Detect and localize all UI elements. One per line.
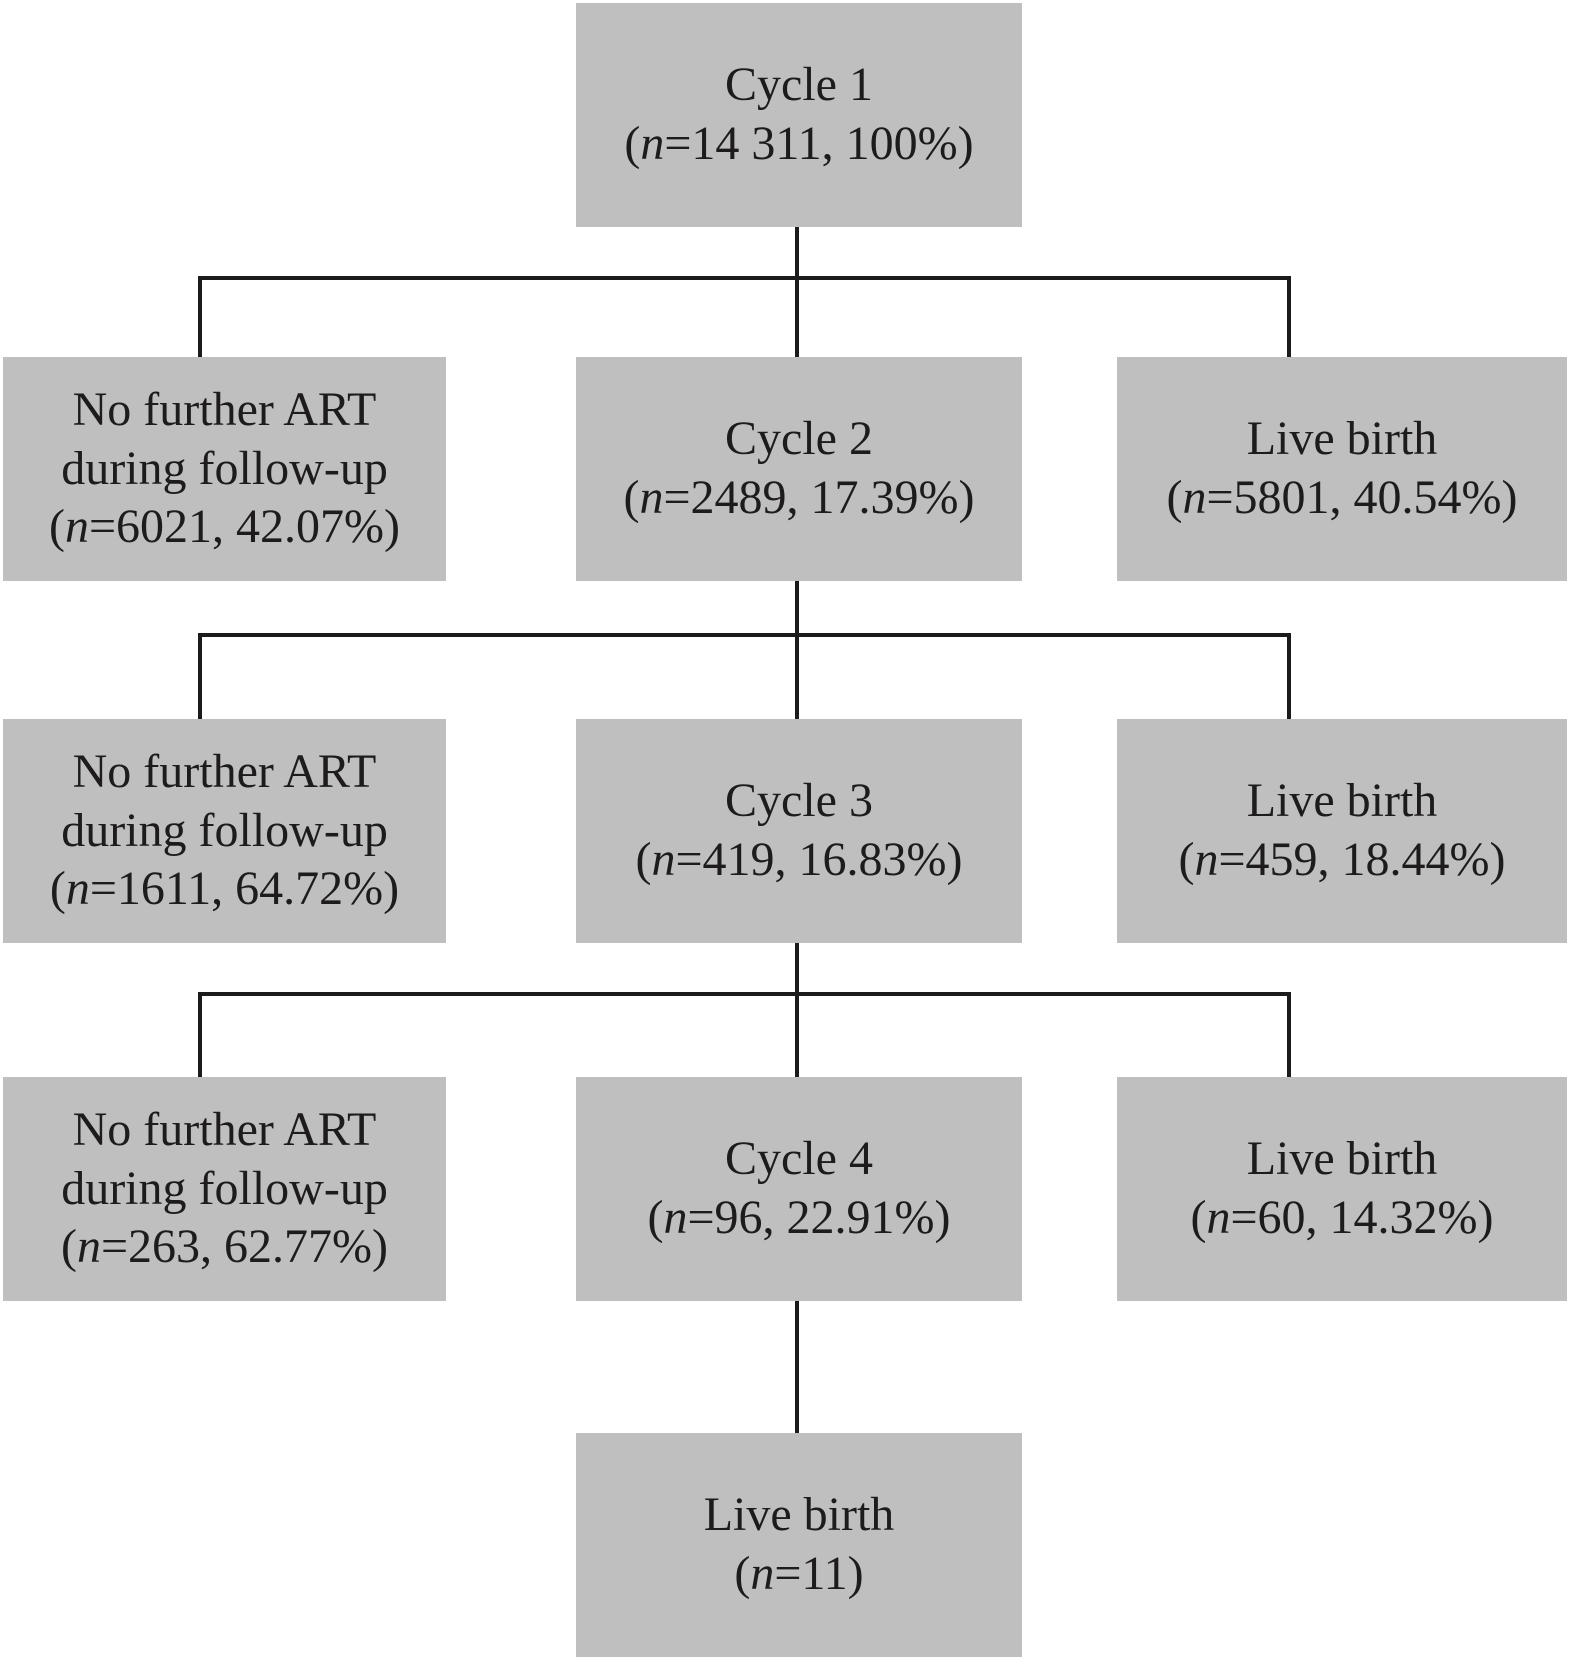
node-title: No further ART xyxy=(72,383,377,437)
node-title: Cycle 4 xyxy=(725,1132,873,1186)
connector-level3-right-stub xyxy=(1287,992,1291,1077)
stat-value: =459, 18.44%) xyxy=(1218,833,1506,886)
node-stat: (n=6021, 42.07%) xyxy=(49,498,400,557)
node-cycle-1: Cycle 1 (n=14 311, 100%) xyxy=(576,3,1022,227)
node-title: No further ART xyxy=(72,1103,377,1157)
node-live-birth-2: Live birth (n=459, 18.44%) xyxy=(1117,719,1567,943)
stat-value: =263, 62.77%) xyxy=(100,1220,389,1274)
node-stat: (n=5801, 40.54%) xyxy=(1166,469,1517,528)
connector-level2-horizontal xyxy=(198,633,1291,637)
node-title-line2: during follow-up xyxy=(61,803,388,857)
stat-paren: ( xyxy=(1178,833,1195,886)
stat-value: =5801, 40.54%) xyxy=(1206,471,1518,524)
stat-value: =2489, 17.39%) xyxy=(663,471,975,524)
connector-level1-right-stub xyxy=(1287,276,1291,357)
stat-paren: ( xyxy=(624,117,641,170)
stat-value: =11) xyxy=(774,1547,864,1600)
stat-n-symbol: n xyxy=(651,833,676,886)
node-cycle-3: Cycle 3 (n=419, 16.83%) xyxy=(576,719,1022,943)
connector-cycle1-cycle2-vertical xyxy=(795,227,799,357)
node-title: Live birth xyxy=(1246,774,1438,828)
stat-n-symbol: n xyxy=(1206,1191,1231,1244)
stat-n-symbol: n xyxy=(64,500,89,554)
stat-n-symbol: n xyxy=(640,117,665,170)
connector-level2-right-stub xyxy=(1287,633,1291,719)
stat-paren: ( xyxy=(60,1220,77,1274)
node-title: Cycle 2 xyxy=(725,412,873,466)
node-title: No further ART xyxy=(72,745,377,799)
stat-paren: ( xyxy=(734,1547,751,1600)
node-live-birth-3: Live birth (n=60, 14.32%) xyxy=(1117,1077,1567,1301)
node-stat: (n=11) xyxy=(734,1545,863,1604)
stat-paren: ( xyxy=(623,471,640,524)
stat-n-symbol: n xyxy=(750,1547,775,1600)
connector-level3-horizontal xyxy=(198,992,1291,996)
connector-level1-left-stub xyxy=(198,276,202,357)
stat-n-symbol: n xyxy=(65,862,90,916)
node-title: Cycle 3 xyxy=(725,774,873,828)
node-title: Live birth xyxy=(703,1488,895,1542)
node-no-further-art-3: No further ART during follow-up (n=263, … xyxy=(3,1077,446,1301)
stat-value: =6021, 42.07%) xyxy=(88,500,401,554)
stat-value: =1611, 64.72%) xyxy=(89,862,400,916)
stat-n-symbol: n xyxy=(1182,471,1207,524)
node-live-birth-1: Live birth (n=5801, 40.54%) xyxy=(1117,357,1567,581)
stat-paren: ( xyxy=(647,1191,664,1244)
connector-level3-left-stub xyxy=(198,992,202,1077)
connector-cycle2-cycle3-vertical xyxy=(795,581,799,719)
node-no-further-art-1: No further ART during follow-up (n=6021,… xyxy=(3,357,446,581)
node-title: Live birth xyxy=(1246,412,1438,466)
node-stat: (n=60, 14.32%) xyxy=(1190,1189,1493,1248)
node-stat: (n=263, 62.77%) xyxy=(61,1218,388,1277)
stat-value: =60, 14.32%) xyxy=(1230,1191,1494,1244)
connector-cycle3-cycle4-vertical xyxy=(795,943,799,1077)
node-stat: (n=2489, 17.39%) xyxy=(623,469,974,528)
stat-paren: ( xyxy=(48,500,65,554)
node-cycle-4: Cycle 4 (n=96, 22.91%) xyxy=(576,1077,1022,1301)
node-cycle-2: Cycle 2 (n=2489, 17.39%) xyxy=(576,357,1022,581)
connector-level1-horizontal xyxy=(198,276,1291,280)
node-title: Live birth xyxy=(1246,1132,1438,1186)
node-stat: (n=1611, 64.72%) xyxy=(50,860,399,919)
stat-value: =96, 22.91%) xyxy=(687,1191,951,1244)
stat-n-symbol: n xyxy=(76,1220,101,1274)
stat-value: =419, 16.83%) xyxy=(675,833,963,886)
node-stat: (n=96, 22.91%) xyxy=(647,1189,950,1248)
node-live-birth-4: Live birth (n=11) xyxy=(576,1433,1022,1657)
node-title-line2: during follow-up xyxy=(61,1161,388,1215)
stat-n-symbol: n xyxy=(1194,833,1219,886)
stat-paren: ( xyxy=(635,833,652,886)
stat-paren: ( xyxy=(1166,471,1183,524)
node-title-line2: during follow-up xyxy=(61,441,388,495)
node-stat: (n=14 311, 100%) xyxy=(624,115,973,174)
stat-value: =14 311, 100%) xyxy=(664,117,974,170)
stat-n-symbol: n xyxy=(663,1191,688,1244)
connector-level2-left-stub xyxy=(198,633,202,719)
node-no-further-art-2: No further ART during follow-up (n=1611,… xyxy=(3,719,446,943)
stat-n-symbol: n xyxy=(639,471,664,524)
stat-paren: ( xyxy=(49,862,66,916)
node-title: Cycle 1 xyxy=(725,58,873,112)
stat-paren: ( xyxy=(1190,1191,1207,1244)
connector-cycle4-livebirth-vertical xyxy=(795,1301,799,1433)
node-stat: (n=459, 18.44%) xyxy=(1178,831,1505,890)
node-stat: (n=419, 16.83%) xyxy=(635,831,962,890)
